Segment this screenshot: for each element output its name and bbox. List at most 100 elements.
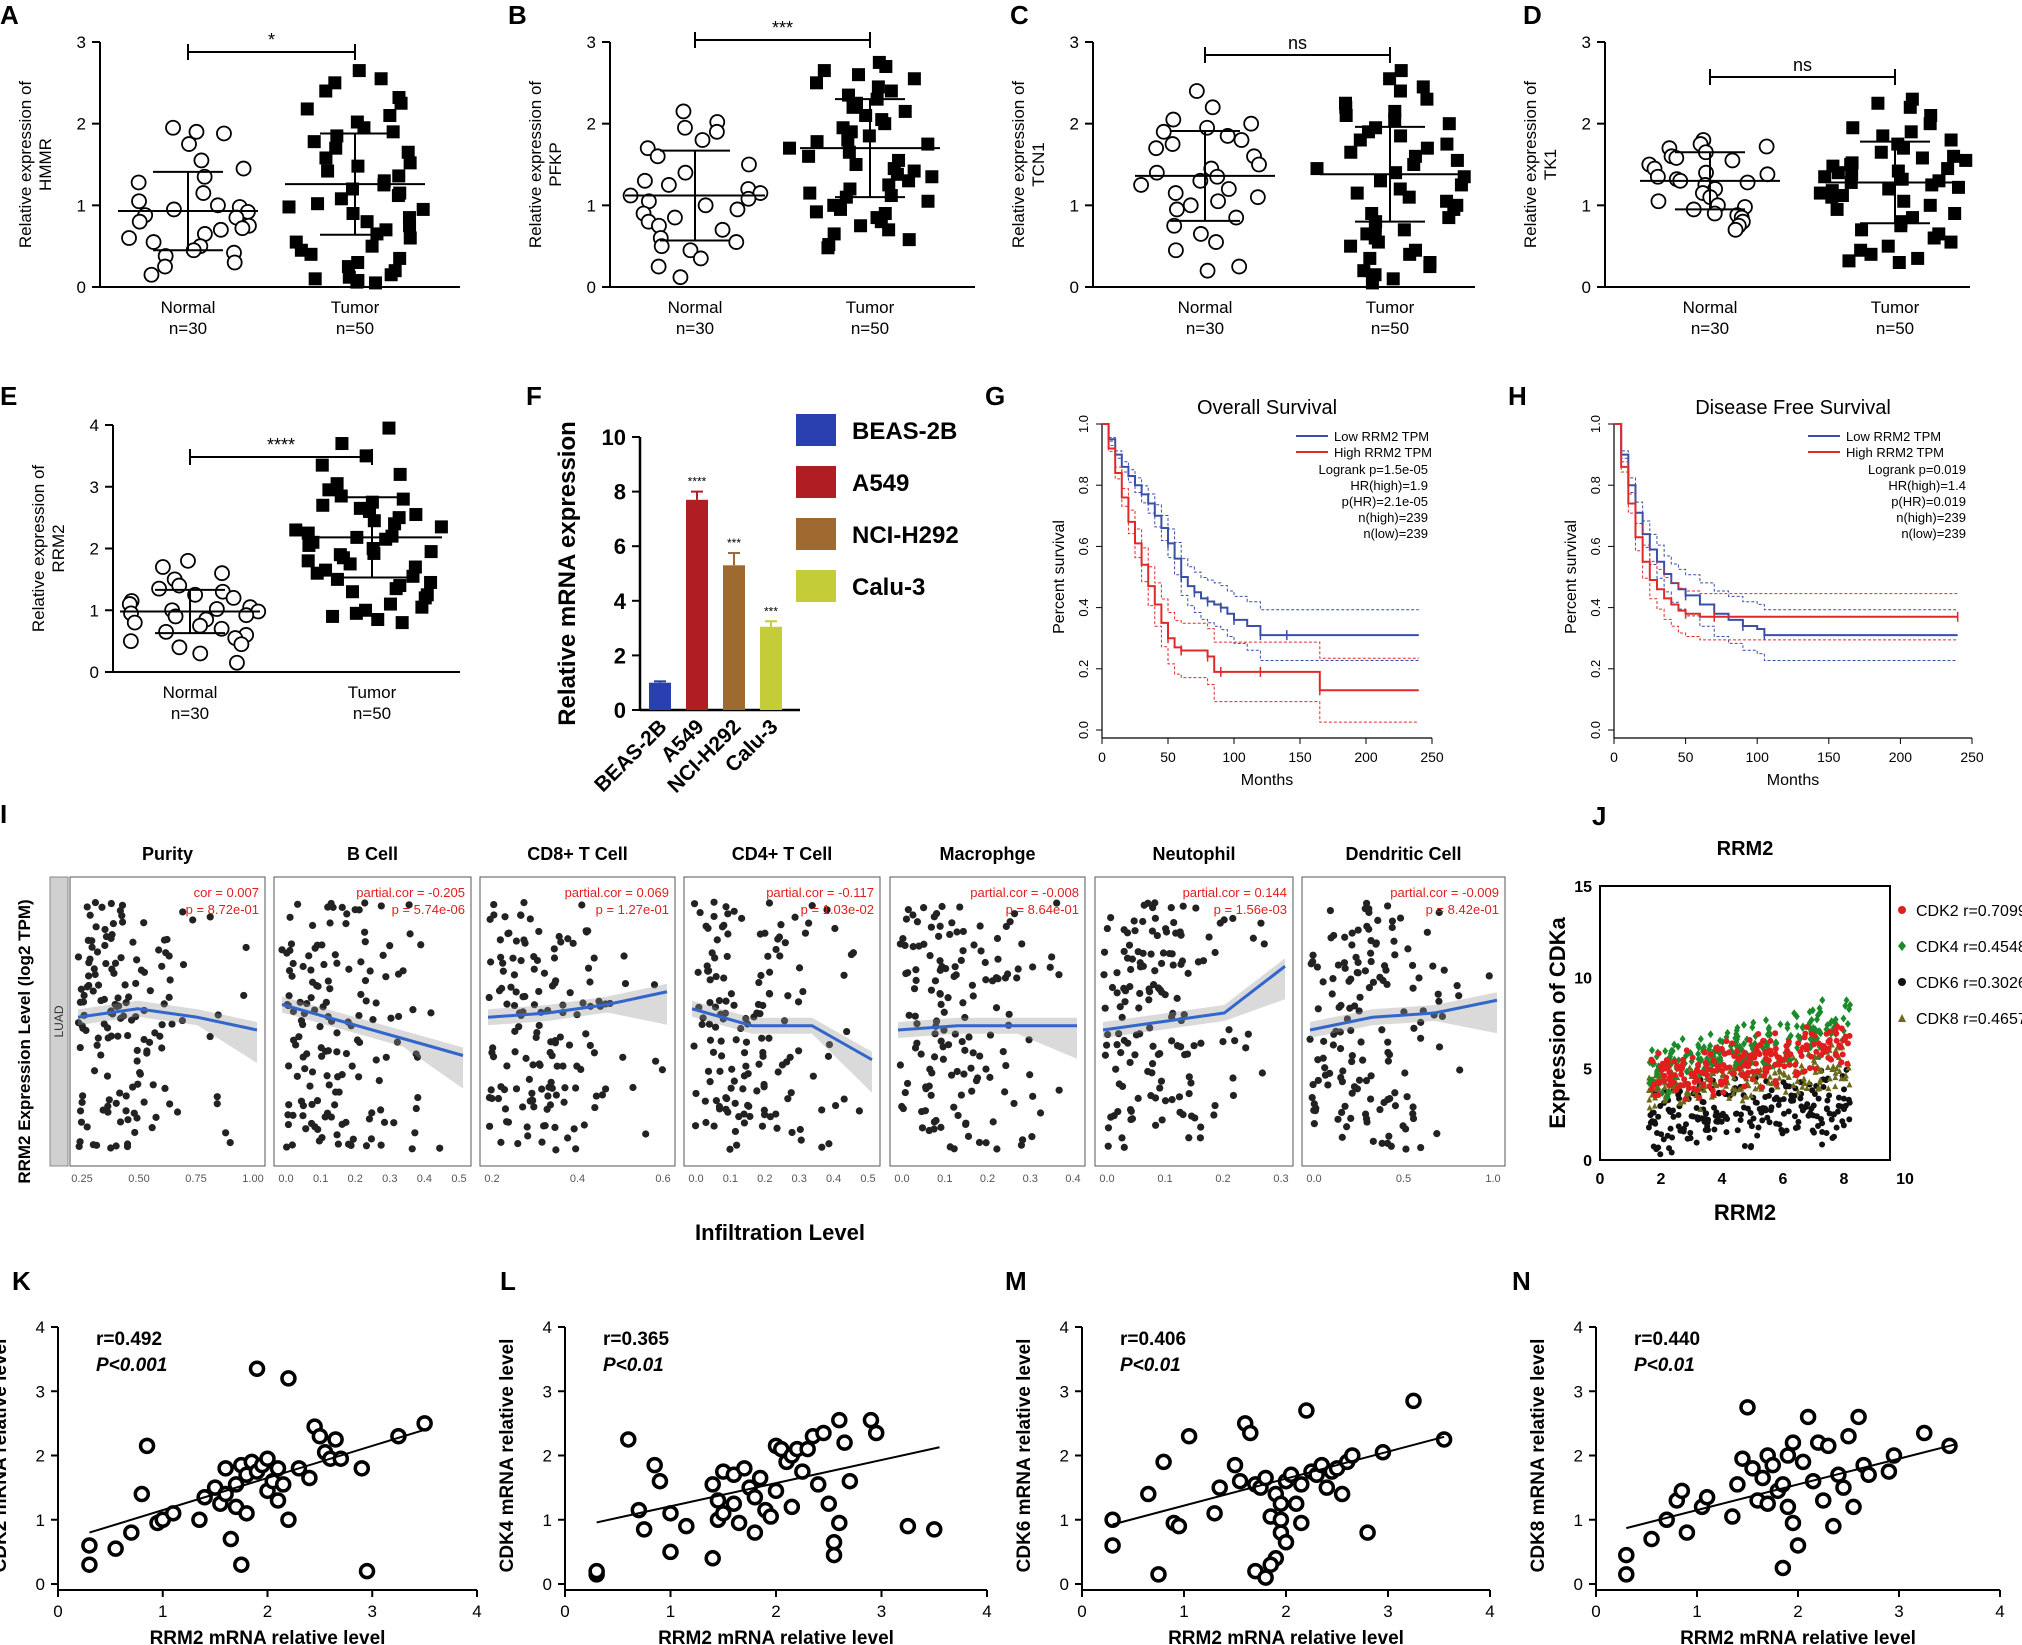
x-tick-label: 10	[1896, 1171, 1914, 1188]
data-point	[1199, 262, 1216, 279]
data-point	[937, 1037, 945, 1045]
data-point	[501, 913, 509, 921]
data-point	[1308, 1094, 1316, 1102]
y-axis-title: Relative expression of	[1009, 81, 1028, 249]
data-point	[116, 1089, 124, 1097]
data-point	[1876, 129, 1890, 143]
data-point	[1646, 1079, 1653, 1088]
data-point	[1762, 1094, 1769, 1101]
data-point	[83, 983, 91, 991]
data-point	[1144, 1067, 1152, 1076]
data-point	[705, 967, 713, 975]
data-point	[958, 1037, 966, 1046]
data-point	[1417, 1034, 1425, 1042]
x-tick-label: 0.1	[723, 1173, 738, 1185]
data-point	[1310, 162, 1324, 176]
data-point	[1397, 223, 1411, 237]
data-point	[1168, 1096, 1176, 1104]
data-point	[361, 899, 369, 907]
data-point	[1151, 1121, 1160, 1129]
data-point	[408, 1145, 416, 1153]
y-tick-label: 1	[90, 601, 99, 620]
data-point	[903, 1079, 912, 1088]
data-point	[301, 1469, 318, 1487]
y-tick-label: 0	[1582, 278, 1591, 297]
data-point	[343, 557, 357, 571]
panel-label-k: K	[12, 1266, 31, 1296]
panel-label-l: L	[500, 1266, 516, 1296]
data-point	[727, 990, 735, 998]
group-label: Normal	[161, 298, 216, 317]
panel-label-h: H	[1508, 381, 1527, 411]
data-point	[1150, 1566, 1167, 1583]
data-point	[1694, 1087, 1701, 1094]
stat-annotation: p(HR)=2.1e-05	[1342, 494, 1428, 509]
data-point	[1287, 1495, 1305, 1512]
data-point	[301, 554, 315, 568]
data-point	[1729, 1476, 1746, 1493]
y-tick-label: 0.0	[1588, 721, 1603, 739]
data-point	[333, 1048, 341, 1056]
data-point	[937, 1000, 945, 1009]
data-point	[1772, 1061, 1779, 1068]
data-point	[349, 606, 363, 620]
data-point	[192, 645, 209, 662]
data-point	[1808, 1053, 1815, 1060]
data-point	[289, 1036, 298, 1044]
data-point	[319, 151, 333, 165]
data-point	[299, 1112, 307, 1120]
data-point	[299, 962, 307, 971]
data-point	[930, 1053, 939, 1061]
data-point	[913, 918, 922, 926]
data-point	[1826, 1092, 1833, 1099]
data-point	[1136, 989, 1144, 998]
data-point	[1309, 951, 1317, 959]
data-point	[1951, 180, 1965, 194]
data-point	[1767, 1037, 1774, 1044]
data-point	[1704, 1066, 1711, 1073]
data-point	[1346, 1004, 1354, 1012]
data-point	[1197, 1123, 1205, 1131]
data-point	[519, 1103, 527, 1111]
data-point	[1741, 1142, 1748, 1149]
data-point	[1026, 1071, 1034, 1079]
data-point	[1689, 1054, 1696, 1061]
data-point	[488, 1094, 496, 1103]
data-point	[415, 600, 429, 614]
data-point	[1347, 1026, 1355, 1035]
data-point	[722, 903, 730, 911]
y-tick-label: 1	[1574, 1511, 1583, 1530]
data-point	[957, 956, 965, 965]
data-point	[1850, 1408, 1867, 1426]
data-point	[362, 1142, 371, 1150]
data-point	[496, 936, 504, 944]
data-point	[319, 84, 333, 98]
data-point	[915, 942, 923, 950]
data-point	[345, 585, 359, 599]
data-point	[1734, 1023, 1741, 1032]
bar-beas-2b	[649, 682, 671, 710]
data-point	[1754, 1043, 1761, 1050]
data-point	[81, 1537, 98, 1554]
chart-title: Disease Free Survival	[1695, 397, 1891, 419]
data-point	[989, 1118, 997, 1126]
data-point	[1403, 1093, 1411, 1101]
data-point	[414, 1093, 422, 1102]
data-point	[742, 1014, 750, 1023]
data-point	[1401, 1125, 1410, 1133]
data-point	[242, 943, 250, 952]
data-point	[1723, 1038, 1730, 1045]
data-point	[289, 959, 297, 968]
data-point	[1333, 1485, 1351, 1503]
y-tick-label: 3	[77, 33, 86, 52]
data-point	[1774, 1054, 1781, 1061]
data-point	[1824, 1021, 1831, 1030]
data-point	[577, 1065, 585, 1073]
data-point	[125, 993, 133, 1001]
data-point	[1817, 1076, 1824, 1083]
data-point	[1046, 963, 1054, 971]
data-point	[377, 1141, 385, 1149]
data-point	[1391, 951, 1399, 959]
data-point	[717, 1037, 725, 1045]
